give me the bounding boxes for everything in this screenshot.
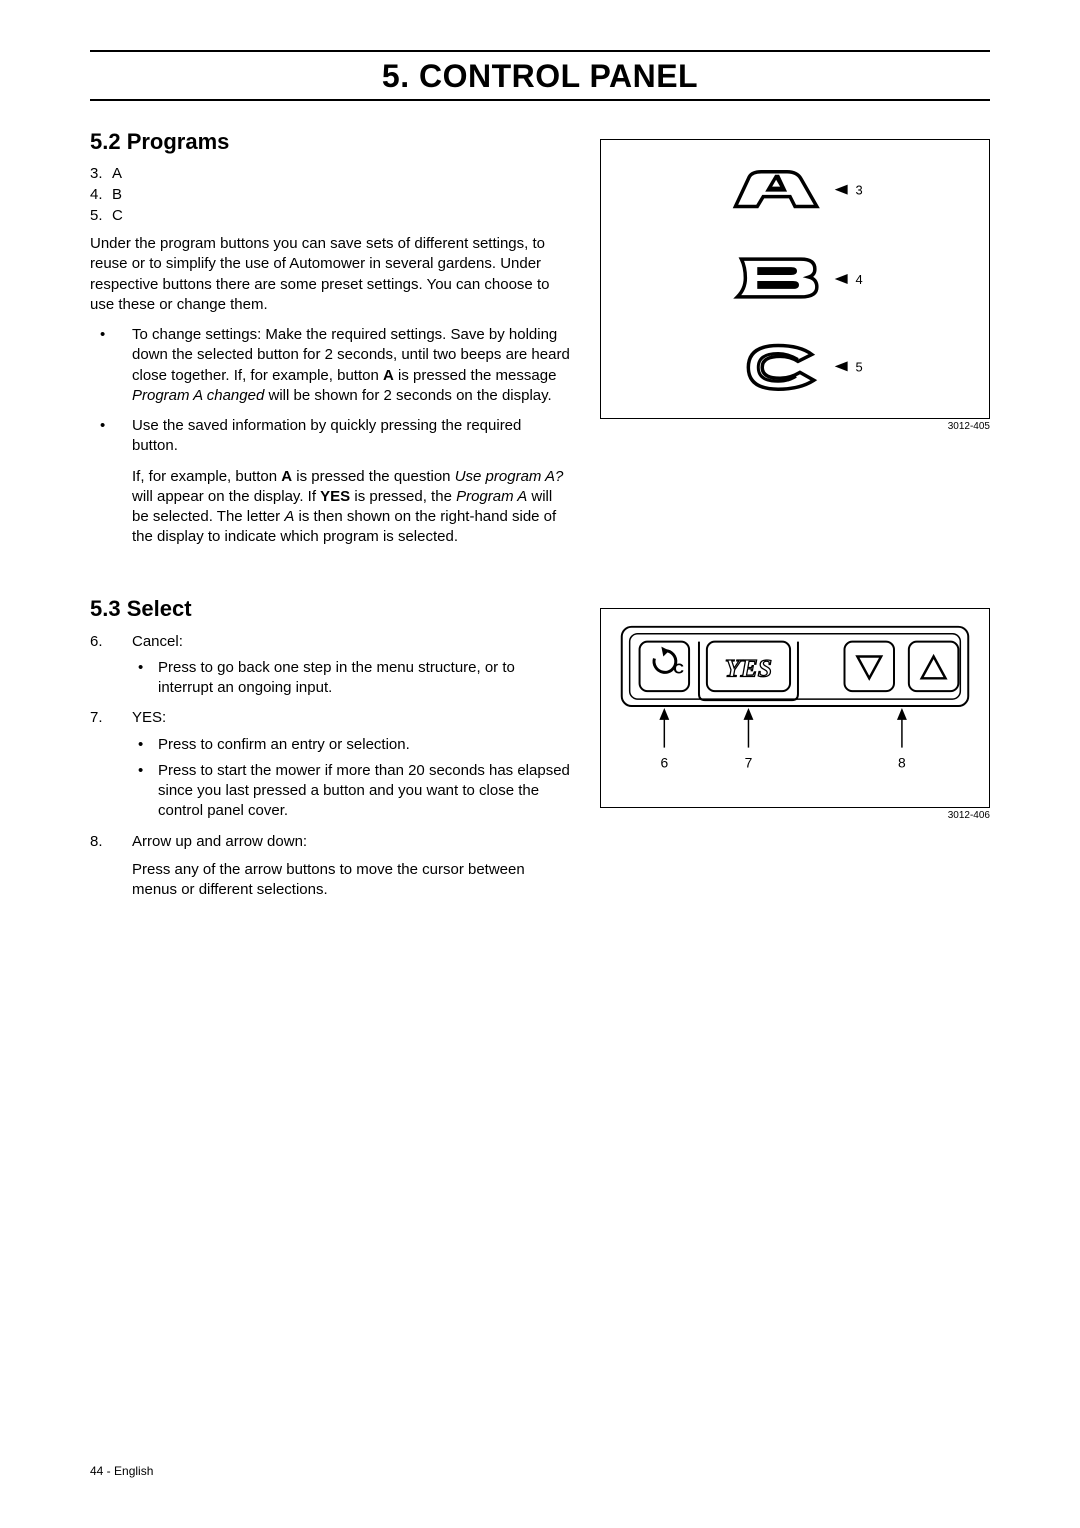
label-8: 8 <box>898 754 906 770</box>
sec53-text: 5.3 Select 6. Cancel: Press to go back o… <box>90 568 570 911</box>
callout-6: 6 <box>659 708 669 770</box>
top-rule <box>90 50 990 52</box>
label-4: 4 <box>856 272 863 287</box>
text-bold: A <box>281 468 292 485</box>
callout-8: 8 <box>897 708 907 770</box>
text-bold: A <box>383 367 394 384</box>
page-footer: 44 - English <box>90 1464 153 1478</box>
sec52-bullets: To change settings: Make the required se… <box>90 325 570 548</box>
sub-item: Press to confirm an entry or selection. <box>132 735 570 755</box>
text-run: is pressed the question <box>292 468 455 485</box>
label-7: 7 <box>745 754 753 770</box>
item7-sublist: Press to confirm an entry or selection. … <box>132 735 570 822</box>
item-num: 6. <box>90 632 120 652</box>
text-italic: Program A <box>456 488 527 505</box>
figure-programs: 3 4 <box>600 139 990 419</box>
item-num: 7. <box>90 708 120 728</box>
item-label: YES: <box>132 709 166 726</box>
sec53-figure-col: C YES <box>600 568 990 911</box>
item6-sublist: Press to go back one step in the menu st… <box>132 658 570 699</box>
text-italic: Program A changed <box>132 387 264 404</box>
text-run: If, for example, button <box>132 468 281 485</box>
section-5-2: 5.2 Programs 3.A 4.B 5.C Under the progr… <box>90 101 990 558</box>
text-run: will be shown for 2 seconds on the displ… <box>264 387 551 404</box>
list-item: 5.C <box>90 207 570 224</box>
button-c-icon <box>748 346 814 390</box>
bullet-2-follow: If, for example, button A is pressed the… <box>132 467 570 548</box>
list-item: 3.A <box>90 165 570 182</box>
sub-item: Press to start the mower if more than 20… <box>132 761 570 822</box>
list-num: 4. <box>90 186 112 203</box>
sec52-abc-list: 3.A 4.B 5.C <box>90 165 570 224</box>
text-run: will appear on the display. If <box>132 488 320 505</box>
list-num: 5. <box>90 207 112 224</box>
list-label: A <box>112 165 122 182</box>
item-num: 8. <box>90 832 120 852</box>
item-7: 7. YES: Press to confirm an entry or sel… <box>90 708 570 821</box>
text-run: is pressed the message <box>394 367 557 384</box>
cancel-button-icon: C <box>640 641 690 691</box>
label-3: 3 <box>856 183 863 198</box>
down-button-icon <box>845 641 895 691</box>
sec52-heading: 5.2 Programs <box>90 129 570 155</box>
item-label: Cancel: <box>132 633 183 650</box>
button-a-icon <box>735 172 816 207</box>
pointer-5: 5 <box>835 359 863 374</box>
text-italic: Use program A? <box>455 468 564 485</box>
text-run: is pressed, the <box>350 488 456 505</box>
fig1-caption: 3012-405 <box>600 421 990 432</box>
page: 5. CONTROL PANEL 5.2 Programs 3.A 4.B 5.… <box>0 0 1080 1528</box>
sec52-text: 5.2 Programs 3.A 4.B 5.C Under the progr… <box>90 101 570 558</box>
button-b-icon <box>737 259 816 297</box>
chapter-title: 5. CONTROL PANEL <box>90 58 990 95</box>
c-letter: C <box>673 661 684 677</box>
sec52-intro: Under the program buttons you can save s… <box>90 234 570 315</box>
figure-select-svg: C YES <box>601 609 989 807</box>
list-item: 4.B <box>90 186 570 203</box>
yes-text: YES <box>725 653 772 682</box>
label-6: 6 <box>660 754 668 770</box>
figure-select: C YES <box>600 608 990 808</box>
section-5-3: 5.3 Select 6. Cancel: Press to go back o… <box>90 568 990 911</box>
text-bold: YES <box>320 488 350 505</box>
list-label: C <box>112 207 123 224</box>
text-italic: A <box>284 508 294 525</box>
item-8: 8. Arrow up and arrow down: Press any of… <box>90 832 570 901</box>
sub-item: Press to go back one step in the menu st… <box>132 658 570 699</box>
bullet-1: To change settings: Make the required se… <box>90 325 570 406</box>
sec53-heading: 5.3 Select <box>90 596 570 622</box>
sec53-list: 6. Cancel: Press to go back one step in … <box>90 632 570 901</box>
yes-button-icon: YES <box>707 641 790 691</box>
item8-desc: Press any of the arrow buttons to move t… <box>132 860 570 901</box>
label-5: 5 <box>856 359 863 374</box>
pointer-4: 4 <box>835 272 863 287</box>
callout-7: 7 <box>744 708 754 770</box>
item-6: 6. Cancel: Press to go back one step in … <box>90 632 570 699</box>
figure-programs-svg: 3 4 <box>601 140 989 418</box>
text-run: Use the saved information by quickly pre… <box>132 417 521 454</box>
up-button-icon <box>909 641 959 691</box>
item-label: Arrow up and arrow down: <box>132 833 307 850</box>
fig2-caption: 3012-406 <box>600 810 990 821</box>
sec52-figure-col: 3 4 <box>600 101 990 558</box>
list-label: B <box>112 186 122 203</box>
bullet-2: Use the saved information by quickly pre… <box>90 416 570 548</box>
list-num: 3. <box>90 165 112 182</box>
pointer-3: 3 <box>835 183 863 198</box>
